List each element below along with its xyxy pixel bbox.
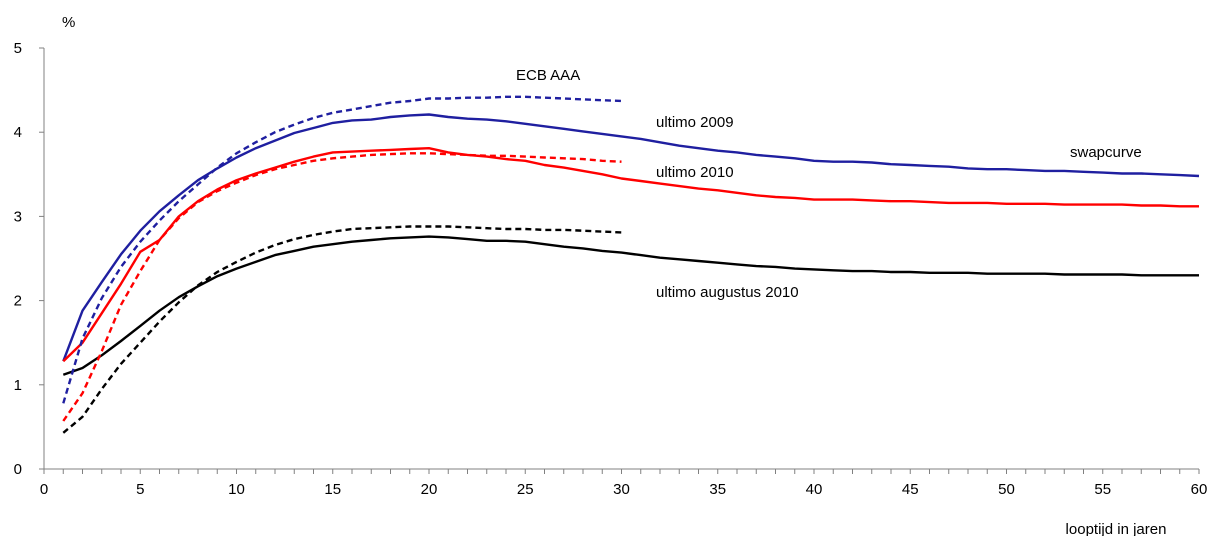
y-axis-label: % [62,14,75,31]
y-tick-label: 5 [14,40,22,57]
annotation-ultimo-2009: ultimo 2009 [656,114,734,131]
y-tick-label: 2 [14,293,22,310]
y-tick-label: 3 [14,208,22,225]
y-tick-label: 4 [14,124,22,141]
x-tick-label: 35 [709,481,726,498]
x-tick-label: 60 [1191,481,1208,498]
x-tick-label: 0 [40,481,48,498]
x-axis-label: looptijd in jaren [1066,521,1167,536]
axes [39,47,1200,474]
x-tick-label: 20 [421,481,438,498]
x-tick-label: 15 [324,481,341,498]
series-line-u2009_swap [62,113,1200,362]
annotation-swapcurve: swapcurve [1070,144,1142,161]
y-tick-label: 0 [14,461,22,478]
y-tick-label: 1 [14,377,22,394]
series-lines [62,95,1200,434]
x-tick-label: 5 [136,481,144,498]
series-line-aug2010_swap [62,235,1199,376]
x-tick-label: 40 [806,481,823,498]
x-tick-label: 55 [1094,481,1111,498]
annotation-ultimo-2010: ultimo 2010 [656,164,734,181]
x-tick-label: 45 [902,481,919,498]
annotation-ultimo-augustus-2010: ultimo augustus 2010 [656,284,799,301]
x-tick-label: 25 [517,481,534,498]
series-line-u2010_swap [62,146,1199,363]
x-tick-label: 30 [613,481,630,498]
x-tick-label: 10 [228,481,245,498]
series-line-u2009_ecb [62,95,622,404]
series-line-aug2010_ecb [62,225,622,434]
annotation-ecb-aaa: ECB AAA [516,67,580,84]
series-line-u2010_ecb [62,152,622,422]
x-tick-label: 50 [998,481,1015,498]
